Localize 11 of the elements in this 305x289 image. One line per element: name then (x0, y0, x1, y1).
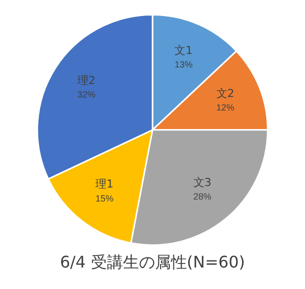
slice-label: 理1 (96, 178, 114, 191)
data-label: 32% (77, 89, 96, 100)
data-label: 28% (193, 192, 212, 202)
data-label: 15% (96, 193, 114, 204)
text: 6/4 受講生の属性(N=60) (60, 252, 246, 272)
data-label: 12% (216, 102, 234, 113)
data-label: 13% (174, 60, 193, 70)
slice-label: 文1 (174, 44, 193, 57)
slice-label: 文2 (216, 86, 234, 100)
slice-label: 文3 (193, 176, 212, 190)
slice-label: 理2 (77, 74, 96, 87)
